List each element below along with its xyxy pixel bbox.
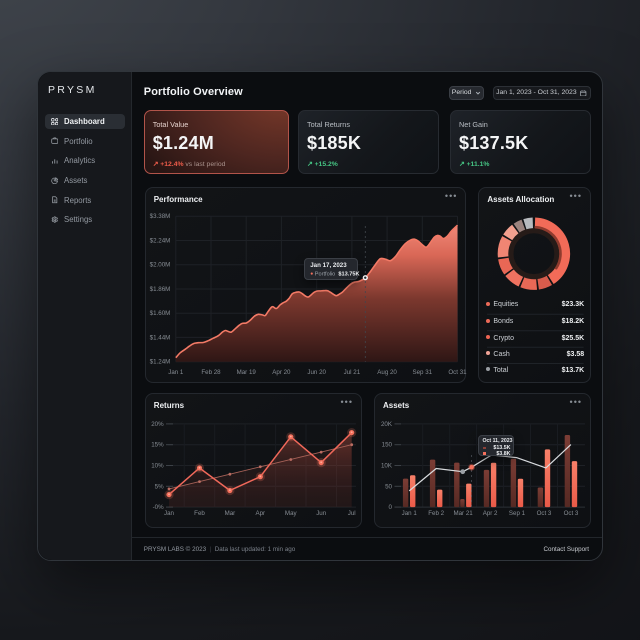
svg-text:$2.00M: $2.00M <box>149 262 170 269</box>
svg-text:5%: 5% <box>154 484 163 491</box>
svg-text:Jul 21: Jul 21 <box>343 369 360 376</box>
svg-text:150: 150 <box>382 442 393 449</box>
svg-text:Sep 1: Sep 1 <box>509 511 526 518</box>
svg-text:Sep 31: Sep 31 <box>412 369 432 376</box>
svg-text:Oct 3: Oct 3 <box>564 511 579 518</box>
svg-text:Mar 21: Mar 21 <box>453 511 473 518</box>
svg-text:Mar: Mar <box>224 511 235 518</box>
svg-text:$3.38M: $3.38M <box>149 213 170 220</box>
svg-text:$1.86M: $1.86M <box>149 286 170 293</box>
svg-text:10%: 10% <box>151 463 164 470</box>
svg-text:50: 50 <box>385 484 392 491</box>
svg-text:$2.24M: $2.24M <box>149 238 170 245</box>
svg-text:Oct 3: Oct 3 <box>537 511 552 518</box>
svg-text:Apr 2: Apr 2 <box>483 511 498 518</box>
svg-text:Jan: Jan <box>164 511 175 518</box>
svg-text:Apr 20: Apr 20 <box>272 369 291 376</box>
svg-text:Mar 19: Mar 19 <box>236 369 256 376</box>
svg-text:20%: 20% <box>151 421 164 428</box>
svg-text:Aug 20: Aug 20 <box>377 369 397 376</box>
svg-text:Apr: Apr <box>255 511 265 518</box>
svg-text:May: May <box>285 511 298 518</box>
svg-text:Jun 20: Jun 20 <box>307 369 326 376</box>
svg-text:Jun: Jun <box>316 511 327 518</box>
svg-text:Jul: Jul <box>348 511 356 518</box>
svg-text:Feb 2: Feb 2 <box>428 511 444 518</box>
svg-text:Jan 1: Jan 1 <box>168 369 184 376</box>
svg-text:-0%: -0% <box>152 504 164 511</box>
svg-text:0: 0 <box>389 504 393 511</box>
svg-text:$1.60M: $1.60M <box>149 310 170 317</box>
svg-text:$1.24M: $1.24M <box>149 359 170 366</box>
svg-text:10K: 10K <box>381 463 393 470</box>
svg-text:15%: 15% <box>151 442 164 449</box>
svg-text:Feb 28: Feb 28 <box>201 369 221 376</box>
svg-text:20K: 20K <box>381 421 393 428</box>
svg-text:$1.44M: $1.44M <box>149 335 170 342</box>
svg-text:Jan 1: Jan 1 <box>402 511 418 518</box>
svg-text:Feb: Feb <box>194 511 205 518</box>
svg-text:Oct 31: Oct 31 <box>448 369 467 376</box>
